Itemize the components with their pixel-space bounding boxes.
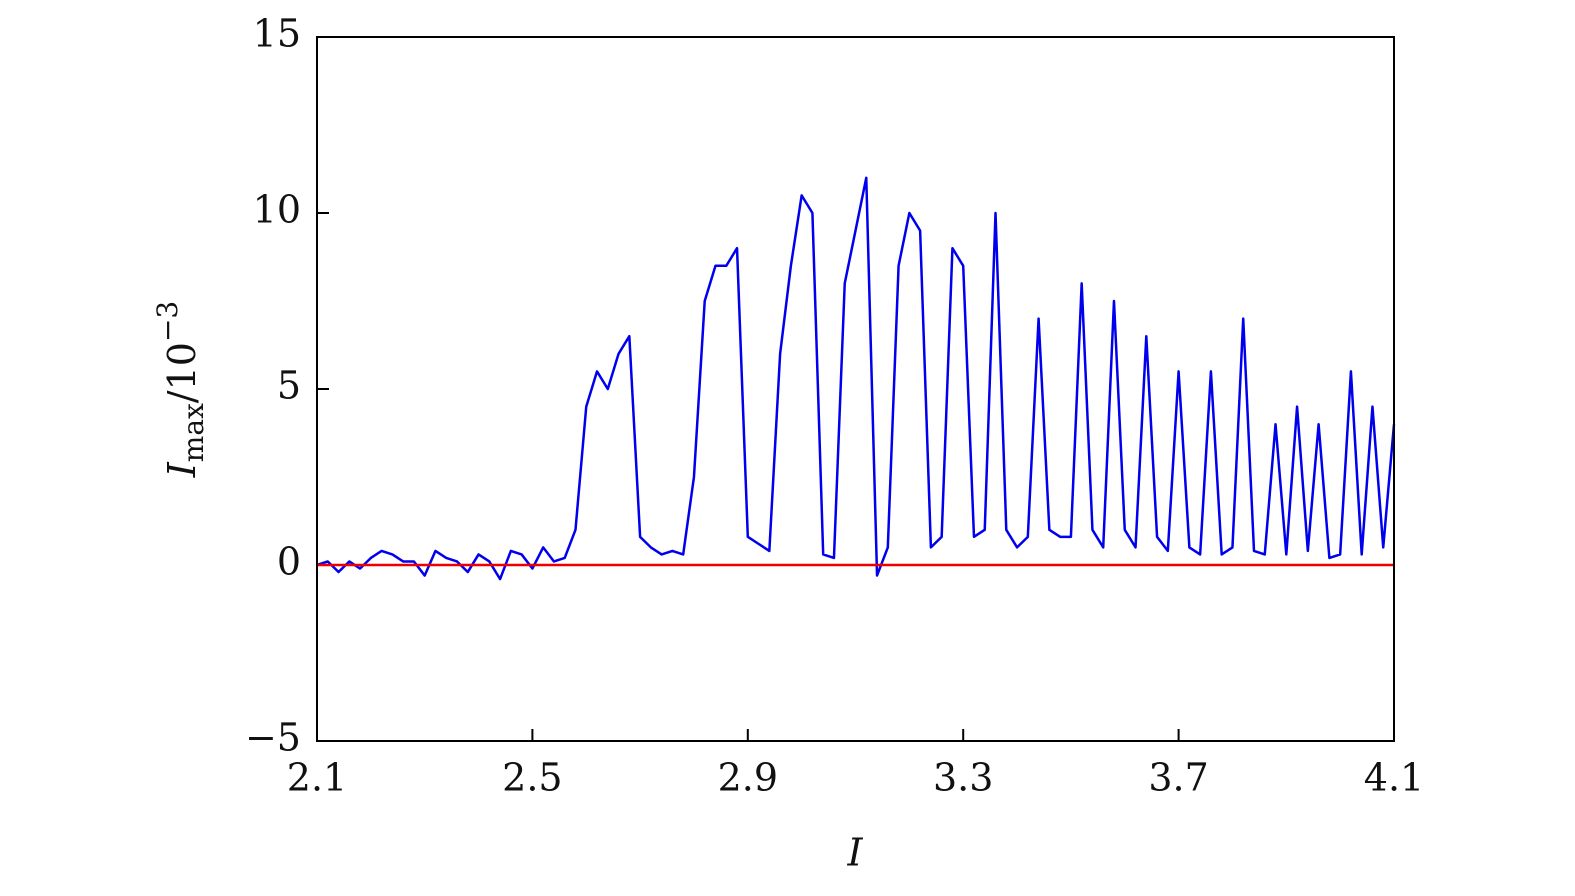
- y-label-rest: /10: [160, 342, 204, 403]
- y-tick-label: 0: [277, 540, 301, 584]
- x-tick-label: 4.1: [1364, 756, 1424, 800]
- x-tick-label: 2.5: [502, 756, 562, 800]
- y-label-sub: max: [177, 403, 210, 462]
- x-axis-label: I: [846, 831, 863, 875]
- x-tick-label: 2.1: [287, 756, 347, 800]
- y-tick-label: 10: [253, 188, 301, 232]
- x-tick-label: 3.3: [933, 756, 993, 800]
- y-tick-label: 5: [277, 364, 301, 408]
- y-axis-label: Imax/10−3: [151, 301, 210, 479]
- x-tick-label: 2.9: [718, 756, 778, 800]
- y-tick-label: 15: [253, 12, 301, 56]
- data-line: [316, 176, 1396, 581]
- plot-frame: [316, 36, 1395, 742]
- y-tick-label: −5: [245, 716, 301, 760]
- y-label-sup: −3: [151, 301, 184, 342]
- y-label-base: I: [160, 461, 204, 478]
- x-tick-label: 3.7: [1148, 756, 1208, 800]
